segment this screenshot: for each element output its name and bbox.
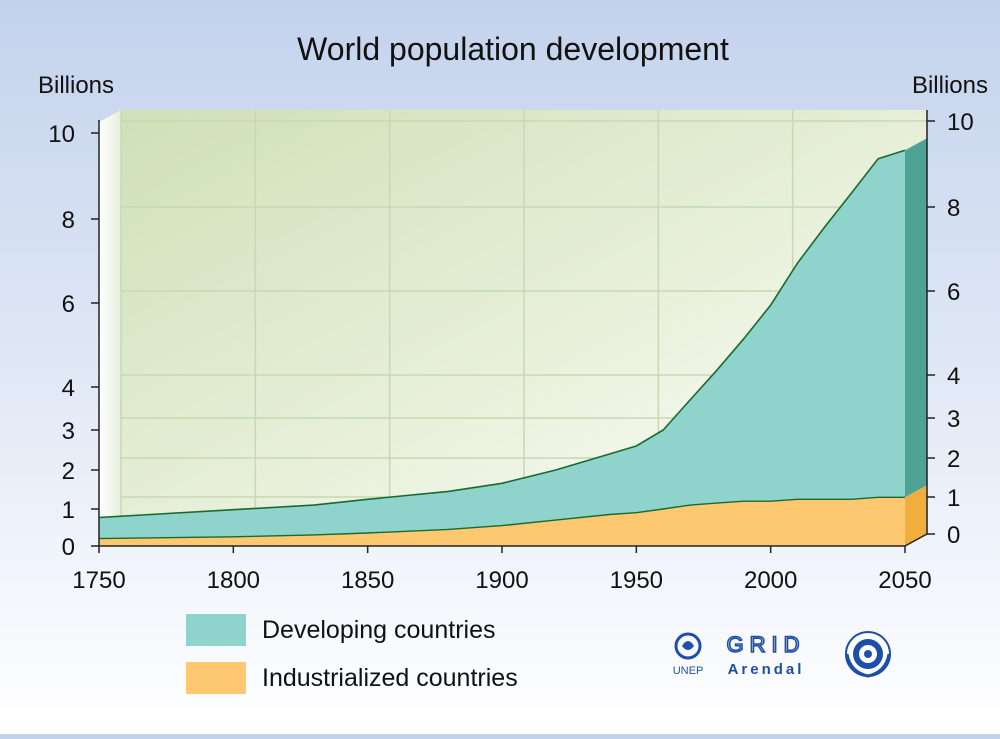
side-face-industrialized <box>905 485 927 546</box>
area-industrialized-countries <box>99 497 905 546</box>
unep-logo: UNEP <box>673 632 704 677</box>
grid-arendal-logo: GRID Arendal <box>726 631 806 678</box>
grid-logo-text: GRID <box>727 632 806 657</box>
x-tick-label-2050: 2050 <box>878 567 931 594</box>
legend-item-developing: Developing countries <box>186 612 495 648</box>
x-tick-label-1900: 1900 <box>475 567 528 594</box>
chart-title: World population development <box>297 31 729 67</box>
un-emblem-logo <box>845 631 891 678</box>
y-left-tick-label-8: 8 <box>62 207 75 234</box>
line-industrialized <box>98 496 905 540</box>
y-left-tick-label-3: 3 <box>62 418 75 445</box>
x-tick-label-1750: 1750 <box>72 567 125 594</box>
y-left-tick-label-10: 10 <box>48 121 75 148</box>
legend-swatch-developing <box>186 614 246 646</box>
y-right-tick-label-8: 8 <box>947 195 960 222</box>
y-left-tick-label-4: 4 <box>62 375 75 402</box>
line-total-population <box>98 149 906 519</box>
y-right-tick-label-1: 1 <box>947 485 960 512</box>
side-face-developing <box>905 138 927 498</box>
y-right-tick-label-4: 4 <box>947 363 960 390</box>
legend-label-developing: Developing countries <box>262 615 496 644</box>
y-left-tick-label-6: 6 <box>62 291 75 318</box>
logo-strip: UNEP GRID Arendal <box>668 630 908 680</box>
y-left-tick-label-0: 0 <box>62 534 75 561</box>
y-left-tick-label-2: 2 <box>62 458 75 485</box>
plot-left-wall <box>99 110 121 546</box>
arendal-logo-text: Arendal <box>728 661 805 678</box>
y-right-tick-label-2: 2 <box>947 446 960 473</box>
x-tick-label-2000: 2000 <box>744 567 797 594</box>
x-tick-label-1800: 1800 <box>207 567 260 594</box>
y-left-tick-label-1: 1 <box>62 497 75 524</box>
y-axis-label-left: Billions <box>38 72 114 99</box>
legend-label-industrialized: Industrialized countries <box>262 663 518 692</box>
x-tick-label-1850: 1850 <box>341 567 394 594</box>
unep-logo-text: UNEP <box>673 665 704 677</box>
area-developing-countries <box>99 150 905 539</box>
y-axis-label-right: Billions <box>912 72 988 99</box>
legend-swatch-industrialized <box>186 662 246 694</box>
y-right-tick-label-0: 0 <box>947 522 960 549</box>
y-right-tick-label-6: 6 <box>947 279 960 306</box>
legend-item-industrialized: Industrialized countries <box>186 660 518 696</box>
x-tick-label-1950: 1950 <box>610 567 663 594</box>
y-right-tick-label-3: 3 <box>947 406 960 433</box>
y-right-tick-label-10: 10 <box>947 109 974 136</box>
axis-depth-line <box>904 533 928 547</box>
